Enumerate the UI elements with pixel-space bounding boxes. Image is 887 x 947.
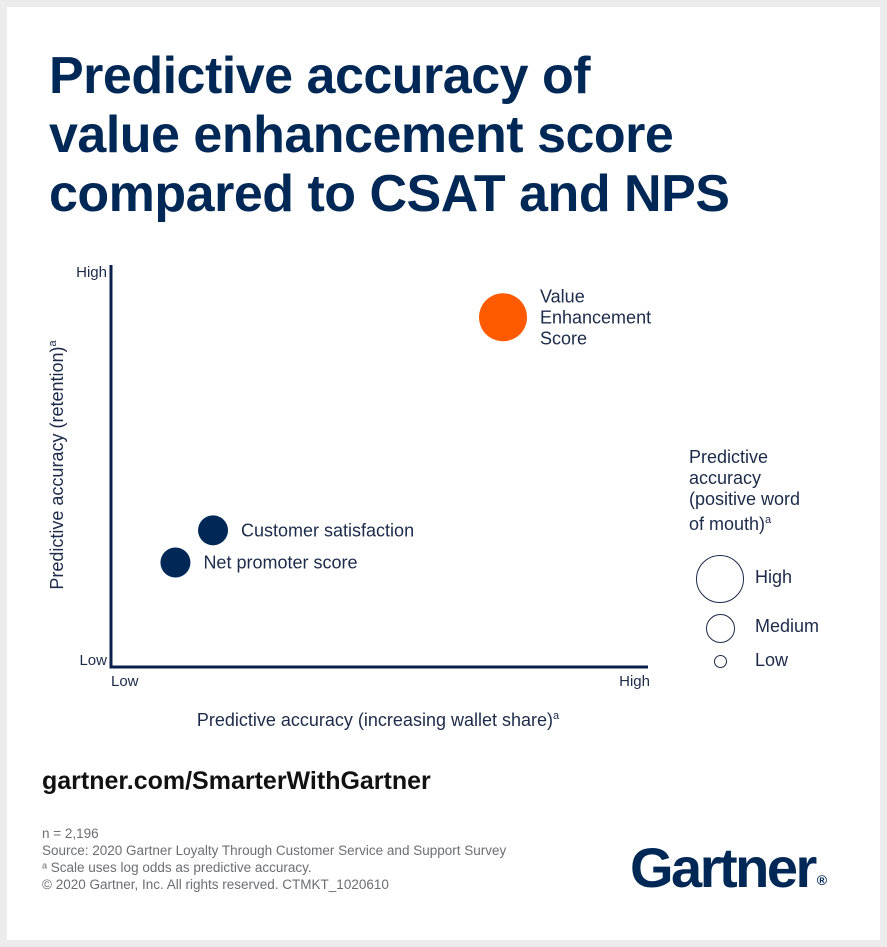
chart-points: Value Enhancement Score Customer satisfacti… (160, 286, 651, 578)
footnote-source: Source: 2020 Gartner Loyalty Through Cus… (42, 843, 507, 858)
title-line-1: Predictive accuracy of (49, 47, 591, 105)
data-point-label-1: Value Enhancement Score (540, 286, 651, 348)
data-point-2 (198, 515, 229, 546)
legend-label-low: Low (755, 650, 789, 670)
footnote-copyright: © 2020 Gartner, Inc. All rights reserved… (42, 877, 389, 892)
x-tick-label-low: Low (111, 673, 139, 690)
legend-circle-high (696, 555, 744, 603)
y-axis-label-superscript: a (47, 340, 59, 347)
footnote-sample-size: n = 2,196 (42, 826, 99, 841)
legend-title-line-1: Predictive (689, 447, 769, 467)
legend-label-high: High (755, 567, 793, 587)
legend-circle-medium (706, 614, 735, 643)
data-point-3 (160, 547, 191, 578)
legend-title-line-4: of mouth)a (689, 514, 772, 534)
y-tick-label-high: High (76, 264, 107, 281)
legend-title: Predictive accuracy (positive word of mo… (689, 447, 869, 535)
legend-label-medium: Medium (755, 616, 820, 636)
x-axis-label: Predictive accuracy (increasing wallet s… (197, 710, 560, 730)
logo-text: Gartner (630, 836, 817, 899)
registered-mark: ® (816, 872, 828, 888)
legend-circle-low (714, 655, 727, 668)
chart-title: Predictive accuracy of value enhancement… (49, 47, 849, 224)
legend-title-line-2: accuracy (689, 468, 762, 488)
footnote-scale: ᵃ Scale uses log odds as predictive accu… (42, 860, 312, 875)
size-legend: Predictive accuracy (positive word of mo… (689, 447, 869, 535)
y-tick-label-low: Low (79, 652, 107, 669)
data-point-1 (479, 293, 528, 342)
x-axis-label-superscript: a (553, 710, 560, 722)
legend-title-line-3: (positive word (689, 489, 801, 509)
title-line-2: value enhancement score (49, 106, 674, 164)
website-link[interactable]: gartner.com/SmarterWithGartner (42, 767, 431, 795)
data-point-label-3: Net promoter score (203, 552, 357, 572)
data-point-label-2: Customer satisfaction (241, 520, 414, 540)
footnotes: n = 2,196 Source: 2020 Gartner Loyalty T… (42, 825, 506, 893)
legend-title-superscript: a (765, 514, 772, 526)
x-tick-label-high: High (619, 673, 650, 690)
y-axis-label: Predictive accuracy (retention)a (47, 340, 67, 590)
title-line-3: compared to CSAT and NPS (49, 165, 730, 223)
gartner-logo: Gartner ® (630, 835, 827, 900)
infographic-card: Predictive accuracy of value enhancement… (7, 7, 880, 940)
